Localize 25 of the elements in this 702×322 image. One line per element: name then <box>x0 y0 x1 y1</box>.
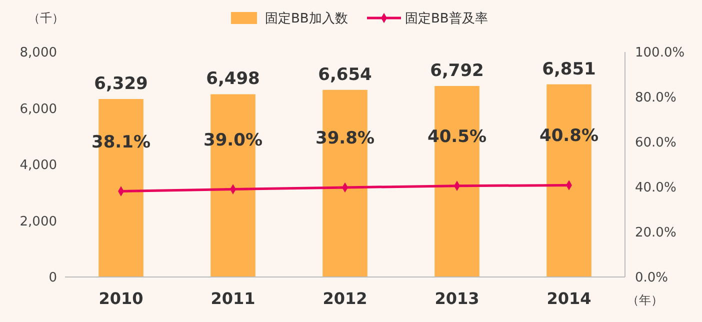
legend-label: 固定BB普及率 <box>405 10 488 27</box>
data-label: 6,851 <box>542 59 596 80</box>
y2-tick-label: 100.0% <box>635 46 685 61</box>
x-tick-label: 2014 <box>546 289 592 308</box>
legend-label: 固定BB加入数 <box>265 12 348 27</box>
data-label: 6,329 <box>94 74 148 94</box>
x-tick-label: 2012 <box>322 289 368 308</box>
y-axis-title: （千） <box>28 11 64 25</box>
x-tick-label: 2011 <box>210 289 256 308</box>
data-label: 6,792 <box>430 60 484 81</box>
x-axis-title: （年） <box>627 293 663 307</box>
data-label: 6,498 <box>206 69 260 90</box>
y-tick-label: 8,000 <box>20 46 57 61</box>
y-tick-label: 0 <box>48 270 57 286</box>
y2-tick-label: 80.0% <box>635 90 676 106</box>
x-tick-label: 2010 <box>98 289 144 308</box>
y-tick-label: 6,000 <box>20 102 57 117</box>
y2-tick-label: 0.0% <box>635 270 668 286</box>
y2-tick-label: 40.0% <box>635 180 676 196</box>
data-label: 6,654 <box>318 64 372 85</box>
y-tick-label: 2,000 <box>20 214 57 230</box>
y2-tick-label: 20.0% <box>635 226 676 241</box>
x-tick-label: 2013 <box>434 289 480 308</box>
y-tick-label: 4,000 <box>20 158 57 174</box>
y2-tick-label: 60.0% <box>635 136 676 151</box>
